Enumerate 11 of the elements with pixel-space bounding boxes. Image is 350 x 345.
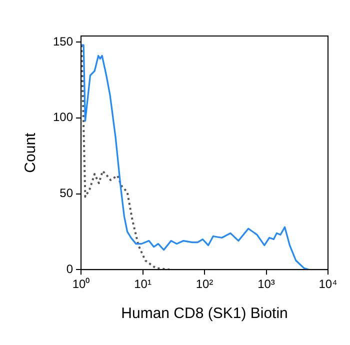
y-tick-label: 0 [66, 262, 74, 276]
y-tick-label: 100 [52, 110, 74, 124]
x-tick-label: 10⁰ [72, 277, 90, 292]
x-tick-label: 10⁴ [318, 277, 338, 292]
x-axis-title: Human CD8 (SK1) Biotin [121, 305, 288, 322]
y-axis-title: Count [22, 132, 40, 173]
x-tick-label: 10² [196, 277, 214, 292]
x-tick-label: 10³ [258, 277, 275, 292]
y-tick-label: 50 [60, 186, 74, 200]
y-tick-label: 150 [52, 34, 74, 48]
x-tick-label: 10¹ [134, 277, 152, 292]
